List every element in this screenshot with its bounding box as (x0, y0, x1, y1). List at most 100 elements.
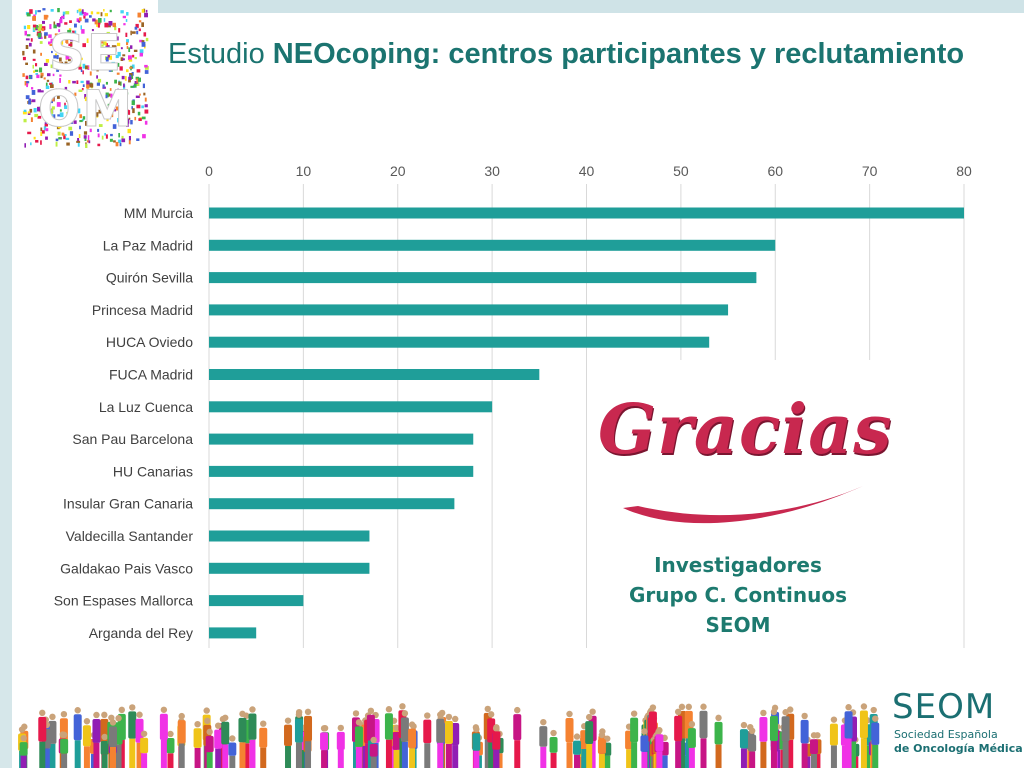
confetti-piece (144, 120, 148, 125)
confetti-piece (90, 114, 94, 120)
confetti-piece (101, 44, 104, 47)
x-tick-label: 10 (296, 163, 312, 179)
confetti-piece (135, 95, 140, 98)
confetti-piece (40, 127, 43, 132)
confetti-piece (126, 46, 129, 49)
confetti-piece (128, 79, 131, 83)
confetti-piece (135, 23, 139, 28)
confetti-piece (91, 29, 94, 32)
confetti-piece (45, 96, 48, 99)
confetti-piece (68, 102, 71, 106)
person-figure (238, 710, 247, 768)
person-figure (769, 708, 778, 768)
confetti-piece (74, 30, 77, 34)
confetti-piece (131, 75, 134, 79)
bar (209, 627, 257, 639)
confetti-piece (96, 67, 99, 72)
confetti-piece (36, 74, 40, 79)
confetti-piece (134, 26, 138, 30)
confetti-piece (104, 13, 108, 17)
confetti-piece (24, 30, 27, 36)
confetti-piece (72, 60, 75, 63)
confetti-piece (84, 94, 87, 99)
category-label: Insular Gran Canaria (63, 496, 193, 512)
confetti-piece (62, 132, 65, 137)
confetti-piece (102, 84, 105, 88)
confetti-piece (100, 12, 103, 17)
recruitment-bar-chart: 0 10 20 30 40 50 60 70 80 MM Murcia La Paz Madrid… (54, 163, 972, 648)
confetti-piece (41, 26, 46, 31)
confetti-piece (97, 128, 100, 132)
confetti-piece (114, 48, 117, 52)
person-figure (159, 706, 168, 768)
confetti-piece (32, 58, 36, 61)
confetti-piece (83, 135, 87, 139)
confetti-piece (53, 21, 56, 26)
confetti-piece (57, 8, 60, 13)
bar (209, 530, 370, 542)
confetti-piece (59, 109, 62, 112)
confetti-piece (52, 73, 55, 77)
confetti-piece (70, 38, 74, 42)
confetti-piece (61, 61, 64, 64)
confetti-piece (50, 109, 53, 115)
x-tick-label: 50 (673, 163, 689, 179)
confetti-piece (65, 39, 68, 43)
seom-brand-logo: SEOM Sociedad Española de Oncología Médi… (892, 686, 1023, 762)
confetti-piece (121, 135, 124, 141)
confetti-piece (83, 131, 88, 135)
person-figure (82, 718, 91, 768)
confetti-piece (66, 116, 70, 121)
confetti-piece (45, 82, 48, 87)
confetti-piece (95, 54, 99, 58)
x-tick-label: 30 (484, 163, 500, 179)
confetti-piece (114, 25, 117, 31)
confetti-piece (84, 18, 89, 23)
confetti-piece (125, 19, 128, 22)
confetti-piece (50, 38, 54, 44)
bar (209, 595, 304, 607)
person-figure (759, 709, 768, 768)
confetti-piece (118, 139, 122, 143)
confetti-piece (34, 113, 39, 118)
confetti-piece (56, 69, 59, 72)
confetti-piece (120, 57, 124, 61)
crowd-illustration (18, 703, 880, 768)
confetti-piece (132, 31, 136, 34)
confetti-piece (94, 97, 98, 101)
confetti-piece (133, 49, 138, 52)
confetti-piece (97, 97, 99, 101)
confetti-piece (82, 70, 84, 75)
confetti-piece (136, 69, 141, 73)
confetti-piece (68, 59, 71, 62)
confetti-piece (121, 138, 126, 143)
confetti-piece (80, 80, 84, 84)
confetti-piece (64, 102, 66, 108)
person-figure (228, 735, 237, 768)
person-figure (739, 721, 748, 768)
confetti-piece (25, 45, 29, 49)
confetti-piece (144, 64, 148, 68)
confetti-piece (89, 71, 92, 76)
confetti-piece (57, 114, 61, 117)
confetti-piece (103, 18, 106, 22)
confetti-piece (141, 40, 145, 44)
confetti-piece (22, 56, 26, 61)
confetti-piece (78, 134, 81, 138)
bar (209, 369, 540, 380)
confetti-piece (70, 110, 74, 114)
confetti-piece (68, 80, 71, 84)
category-labels: MM Murcia La Paz Madrid Quirón Sevilla Prin… (54, 205, 194, 641)
confetti-piece (86, 86, 89, 90)
confetti-piece (93, 89, 97, 95)
confetti-piece (128, 117, 131, 120)
confetti-piece (61, 45, 65, 48)
confetti-piece (96, 37, 99, 42)
person-figure (177, 712, 186, 768)
confetti-piece (23, 118, 27, 123)
confetti-piece (76, 80, 79, 84)
confetti-piece (42, 130, 45, 134)
confetti-piece (50, 84, 54, 88)
confetti-piece (46, 79, 50, 82)
confetti-piece (91, 100, 95, 105)
